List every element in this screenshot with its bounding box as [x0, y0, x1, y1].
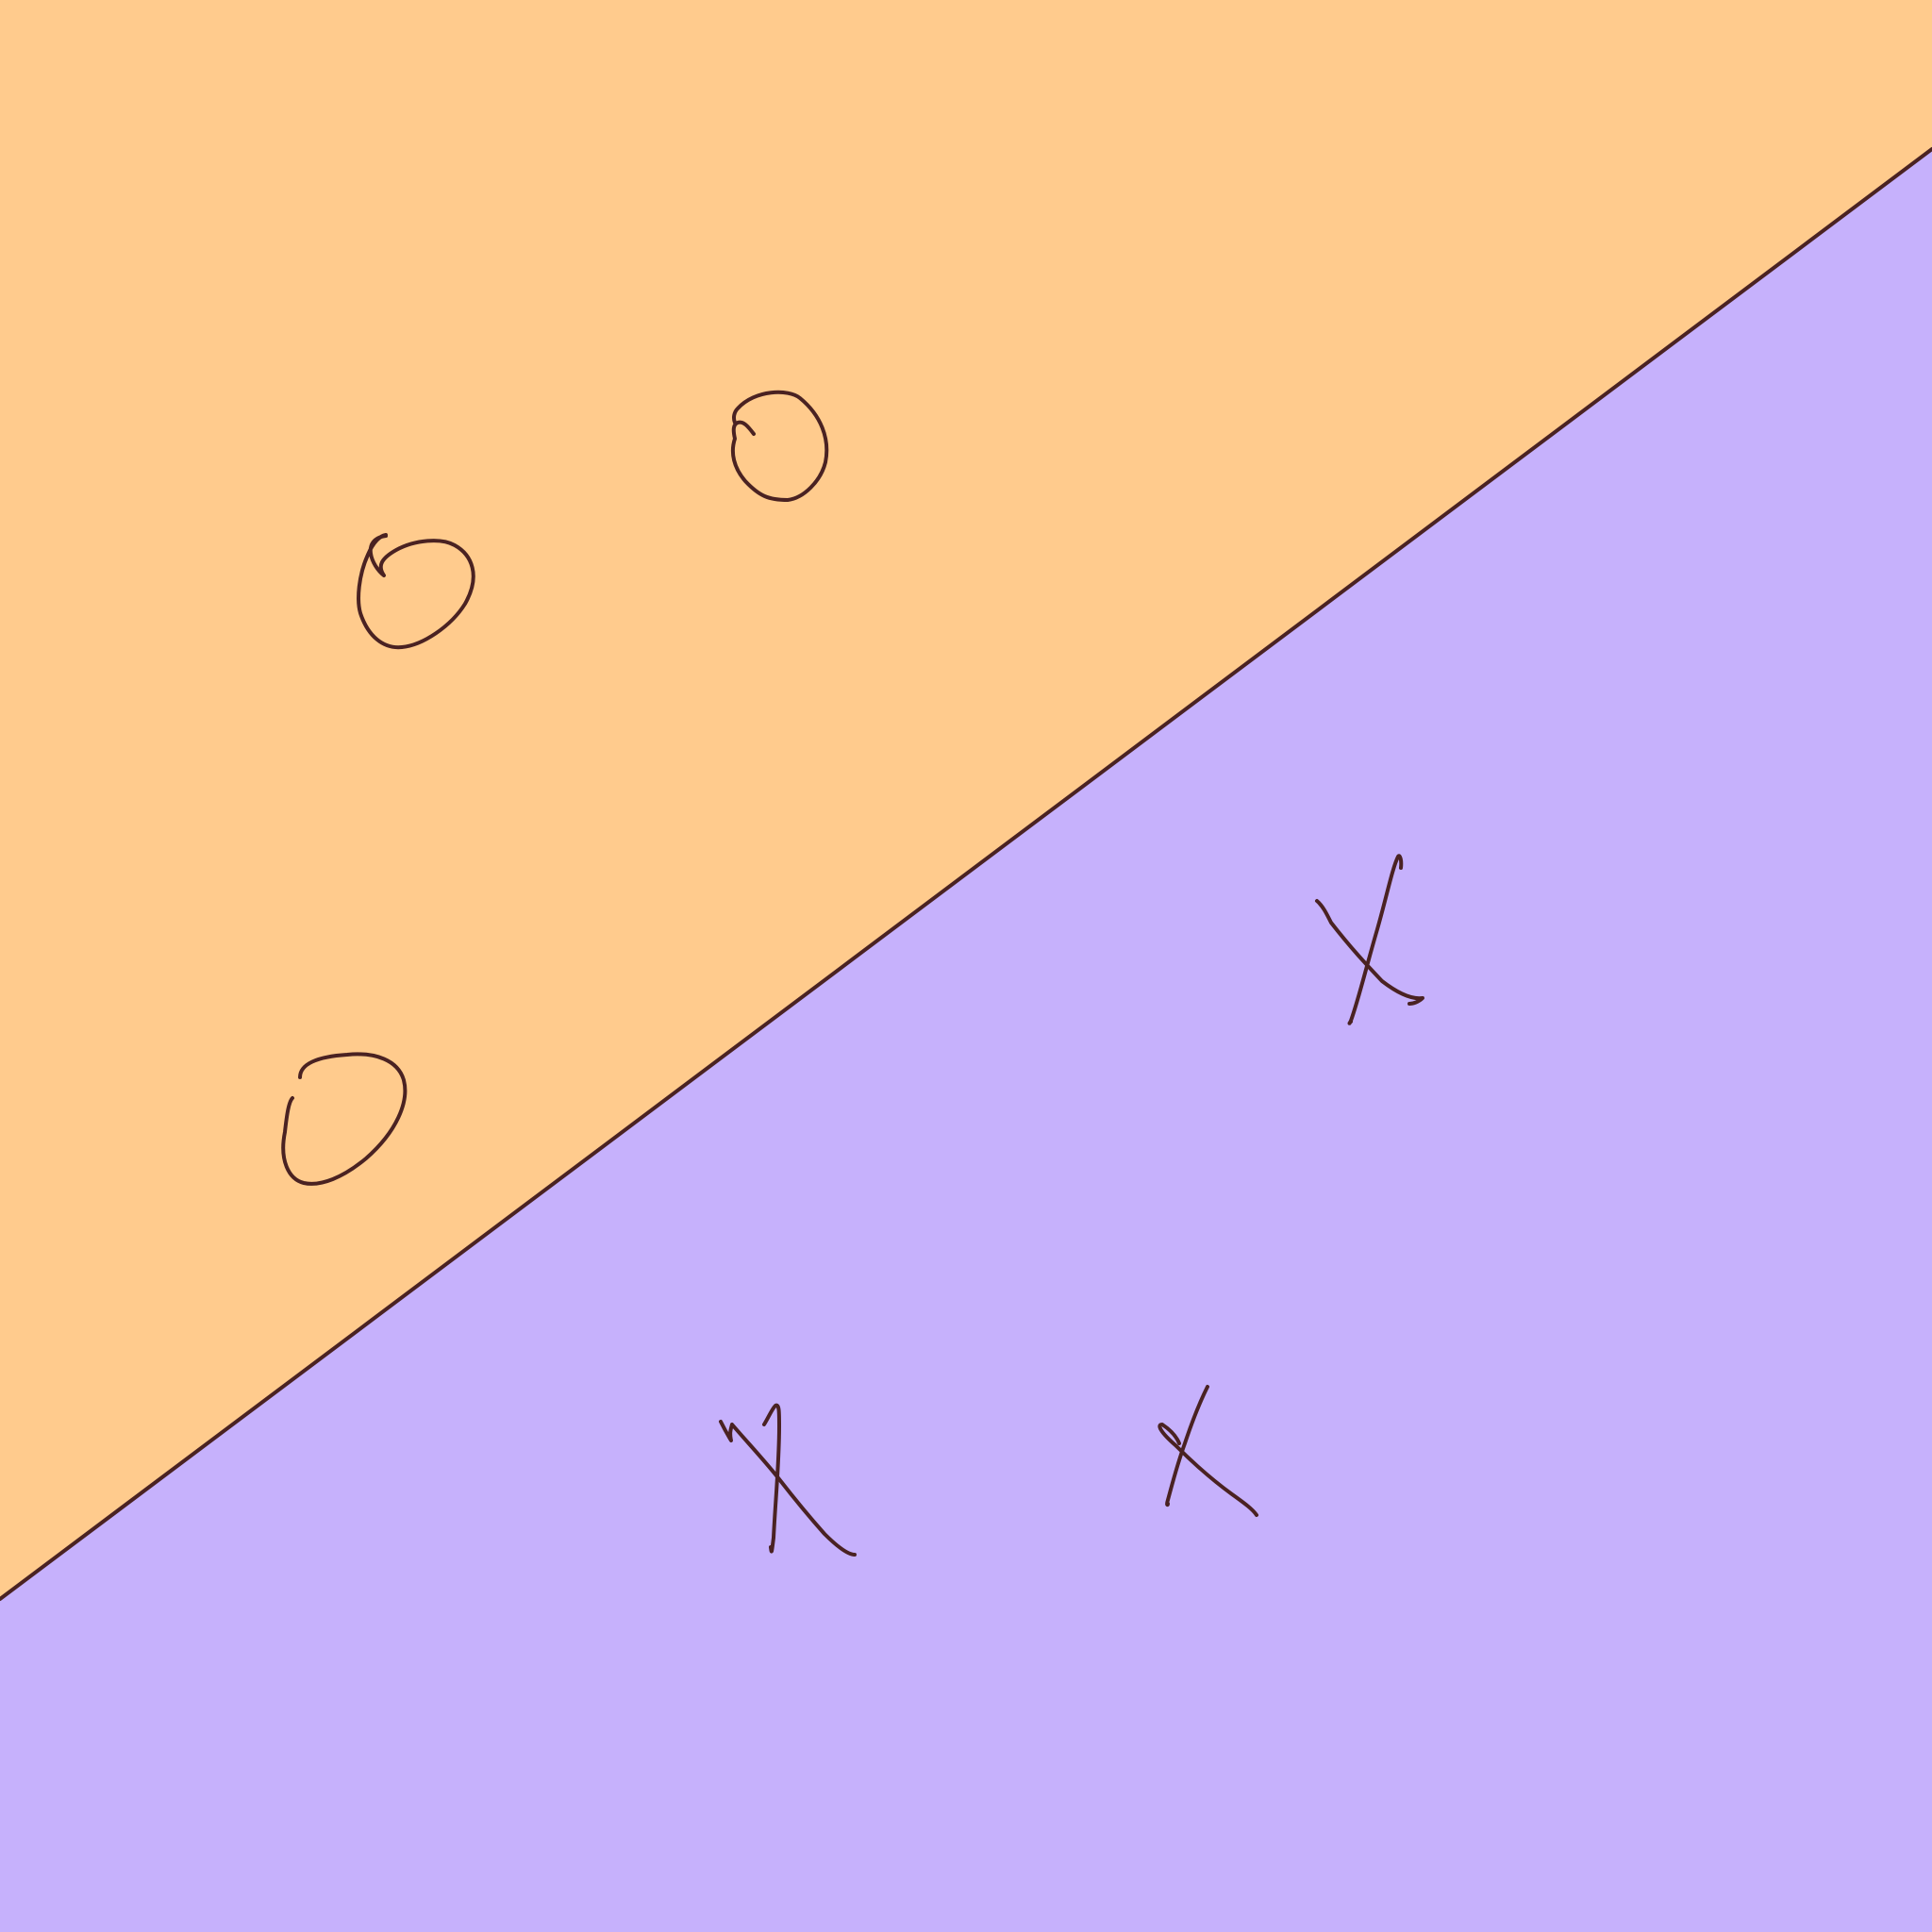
o-marker — [730, 390, 829, 502]
o-marker — [281, 1052, 408, 1186]
region-upper — [0, 0, 1932, 1599]
x-marker — [1315, 854, 1424, 1025]
o-marker — [357, 533, 475, 650]
x-marker — [1158, 1385, 1258, 1517]
decision-boundary-line — [0, 147, 1932, 1601]
x-marker — [719, 1403, 857, 1557]
